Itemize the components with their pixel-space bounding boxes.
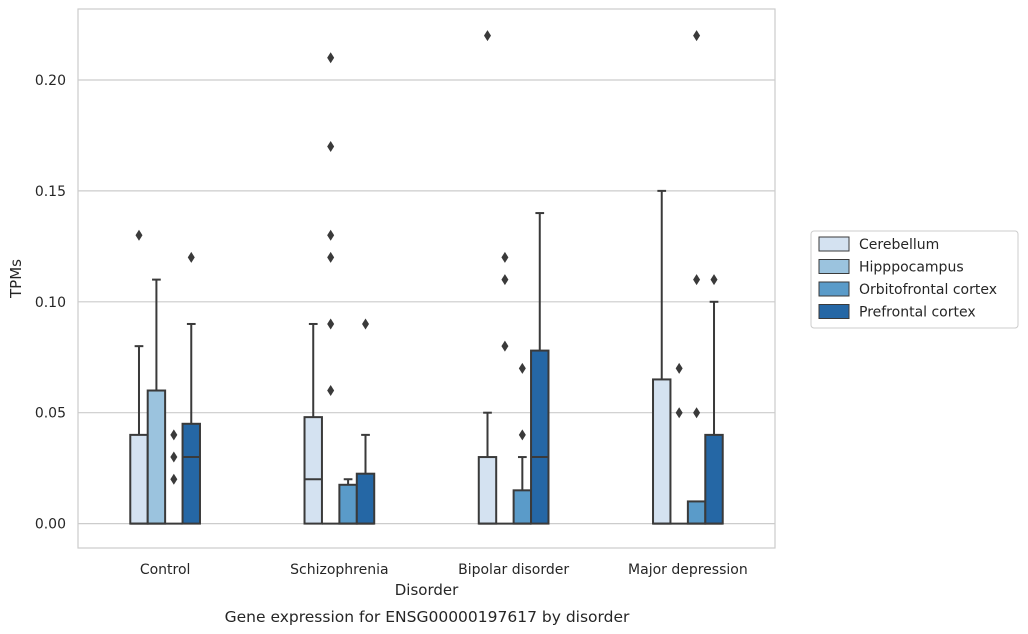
box-body <box>704 433 724 525</box>
box-body <box>129 433 149 525</box>
y-tick-label: 0.05 <box>35 406 66 422</box>
outlier-point <box>135 229 143 241</box>
x-tick-label: Control <box>140 562 191 578</box>
box-orbitofrontal-cortex <box>338 478 358 525</box>
box-hipppocampus <box>146 278 167 525</box>
y-axis-label: TPMs <box>7 259 25 299</box>
outlier-point <box>170 451 178 463</box>
box-body <box>303 416 323 525</box>
box-body <box>686 500 707 525</box>
y-tick-labels: 0.00 0.05 0.10 0.15 0.20 <box>35 73 66 533</box>
outlier-point <box>501 251 509 263</box>
outlier-point <box>693 407 701 419</box>
box-hipppocampus <box>321 52 340 525</box>
x-tick-label: Bipolar disorder <box>458 562 569 578</box>
legend-swatch <box>818 259 850 274</box>
legend-label: Hipppocampus <box>859 260 964 276</box>
outlier-point <box>170 473 178 485</box>
x-tick-label: Schizophrenia <box>290 562 388 578</box>
box-cerebellum <box>652 189 672 525</box>
box-cerebellum <box>129 229 149 525</box>
outlier-point <box>327 141 335 153</box>
box-body <box>146 389 167 525</box>
outlier-point <box>675 362 683 374</box>
box-body <box>652 378 672 525</box>
outlier-point <box>362 318 370 330</box>
box-orbitofrontal-cortex <box>165 429 183 525</box>
plot-frame <box>77 8 776 549</box>
box-body <box>355 472 376 525</box>
outlier-point <box>483 30 491 42</box>
outlier-point <box>327 52 335 64</box>
legend-label: Prefrontal cortex <box>859 305 976 321</box>
y-tick-label: 0.15 <box>35 184 66 200</box>
legend-swatch <box>818 281 850 297</box>
outlier-point <box>693 274 701 286</box>
outlier-point <box>327 251 335 263</box>
chart-caption: Gene expression for ENSG00000197617 by d… <box>225 608 630 626</box>
outlier-point <box>518 429 526 441</box>
y-tick-label: 0.20 <box>35 73 66 89</box>
box-body <box>530 349 550 525</box>
y-tick-label: 0.00 <box>35 517 66 533</box>
box-orbitofrontal-cortex <box>512 362 533 525</box>
box-body <box>477 456 498 525</box>
box-body <box>181 422 201 525</box>
box-prefrontal-cortex <box>704 274 724 525</box>
box-orbitofrontal-cortex <box>686 30 707 525</box>
outlier-point <box>501 340 509 352</box>
boxes-layer <box>129 30 724 525</box>
box-cerebellum <box>303 322 323 525</box>
box-prefrontal-cortex <box>181 251 201 525</box>
outlier-point <box>518 362 526 374</box>
x-axis-label: Disorder <box>395 581 459 599</box>
legend-swatch <box>818 304 850 319</box>
outlier-point <box>170 429 178 441</box>
outlier-point <box>327 318 335 330</box>
box-prefrontal-cortex <box>355 318 376 525</box>
outlier-point <box>501 274 509 286</box>
outlier-point <box>327 229 335 241</box>
box-hipppocampus <box>496 251 514 525</box>
outlier-point <box>710 274 718 286</box>
outlier-point <box>693 30 701 42</box>
outlier-point <box>187 251 195 263</box>
legend-label: Orbitofrontal cortex <box>859 282 997 298</box>
box-body <box>512 489 533 525</box>
box-cerebellum <box>477 30 498 525</box>
outlier-point <box>327 385 335 397</box>
legend-swatch <box>818 236 850 252</box>
legend-frame <box>810 230 1019 329</box>
legend-label: Cerebellum <box>859 237 939 253</box>
box-body <box>338 483 358 525</box>
box-prefrontal-cortex <box>530 212 550 525</box>
y-tick-label: 0.10 <box>35 295 66 311</box>
outlier-point <box>675 407 683 419</box>
x-tick-label: Major depression <box>628 562 748 578</box>
legend: Cerebellum Hipppocampus Orbitofrontal cort… <box>810 230 1019 329</box>
box-hipppocampus <box>670 362 688 525</box>
x-tick-labels: Control Schizophrenia Bipolar disorder Majo… <box>140 562 748 578</box>
